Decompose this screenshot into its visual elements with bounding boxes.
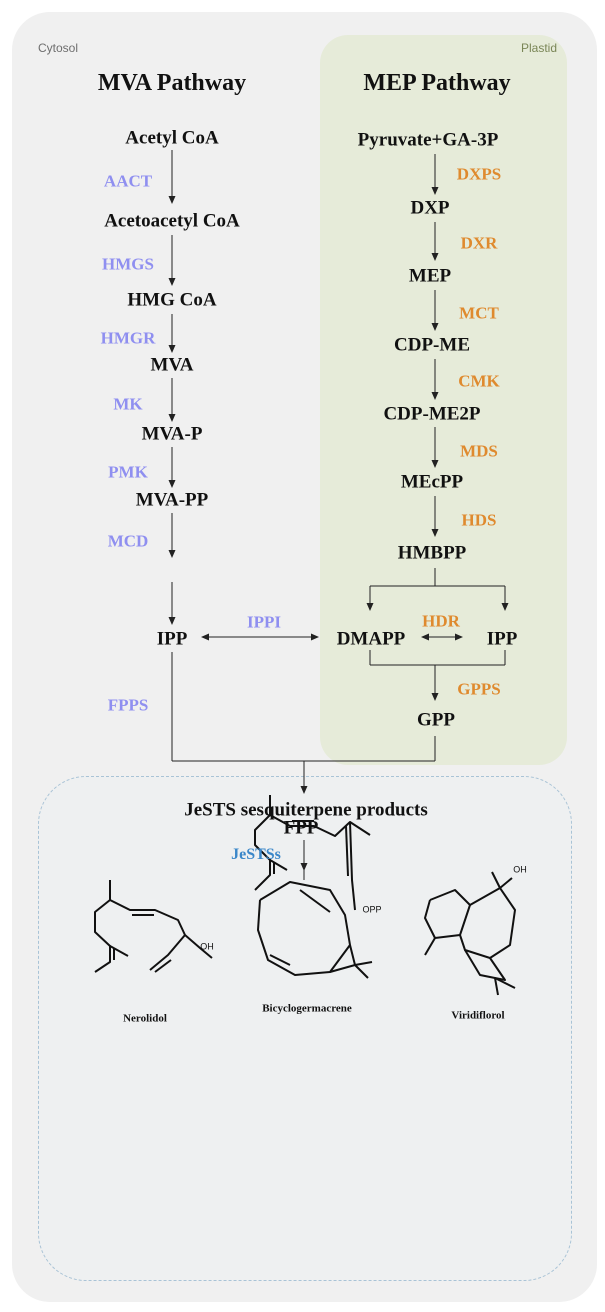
mva-metabolite: HMG CoA	[127, 289, 217, 311]
mep-metabolite: DMAPP	[336, 628, 406, 650]
mva-metabolite: MVA-PP	[135, 489, 209, 511]
mep-metabolite: GPP	[417, 709, 455, 731]
mep-enzyme: HDS	[461, 510, 497, 530]
mep-enzyme: MDS	[460, 441, 498, 461]
cytosol-label: Cytosol	[37, 41, 79, 55]
plastid-region	[320, 35, 567, 765]
opp-label: OPP	[362, 904, 382, 915]
products-panel	[38, 776, 572, 1281]
products-title: JeSTS sesquiterpene products	[184, 799, 428, 821]
viridiflorol-structure	[424, 871, 516, 996]
viridiflorol-oh-label: OH	[513, 864, 527, 875]
nerolidol-oh-label: OH	[200, 941, 214, 952]
mva-metabolite: Acetyl CoA	[125, 127, 219, 149]
mep-enzyme: MCT	[459, 303, 499, 323]
nerolidol-structure	[94, 880, 213, 973]
mep-metabolite: CDP-ME	[394, 334, 470, 356]
mep-enzyme: GPPS	[457, 679, 501, 699]
mep-metabolite: DXP	[410, 197, 450, 219]
ippi-label: IPPI	[247, 612, 281, 632]
mep-metabolite: MEcPP	[400, 471, 464, 493]
mva-metabolite: MVA-P	[141, 423, 203, 445]
mva-enzyme: MCD	[107, 531, 149, 551]
product-name: Bicyclogermacrene	[262, 1002, 352, 1015]
mva-metabolite: Acetoacetyl CoA	[104, 210, 240, 232]
mep-metabolite: CDP-ME2P	[383, 403, 481, 425]
fpp-label: FPP	[283, 817, 319, 839]
mep-metabolite: HMBPP	[397, 542, 467, 564]
bicyclogermacrene-structure	[257, 881, 373, 979]
mep-enzyme: HDR	[422, 611, 460, 631]
mep-enzyme: DXPS	[456, 164, 502, 184]
mep-enzyme: DXR	[460, 233, 498, 253]
mva-enzyme: FPPS	[107, 695, 149, 715]
mep-metabolite: MEP	[408, 265, 452, 287]
product-name: Viridiflorol	[451, 1009, 505, 1022]
mva-title: MVA Pathway	[97, 70, 247, 96]
product-name: Nerolidol	[123, 1012, 167, 1025]
jests-label: JeSTSs	[231, 846, 281, 863]
mva-enzyme: PMK	[108, 462, 148, 482]
mva-enzyme: AACT	[103, 171, 153, 191]
mva-enzyme: MK	[113, 394, 143, 414]
mep-enzyme: CMK	[458, 371, 500, 391]
mep-title: MEP Pathway	[363, 70, 511, 96]
mep-metabolite: IPP	[486, 628, 518, 650]
plastid-label: Plastid	[520, 41, 558, 55]
mva-enzyme: HMGR	[100, 328, 156, 348]
mva-metabolite: MVA	[150, 354, 194, 376]
mep-metabolite: Pyruvate+GA-3P	[357, 129, 499, 151]
fpp-structure	[254, 795, 371, 911]
mva-metabolite: IPP	[156, 628, 188, 650]
mva-enzyme: HMGS	[102, 254, 154, 274]
